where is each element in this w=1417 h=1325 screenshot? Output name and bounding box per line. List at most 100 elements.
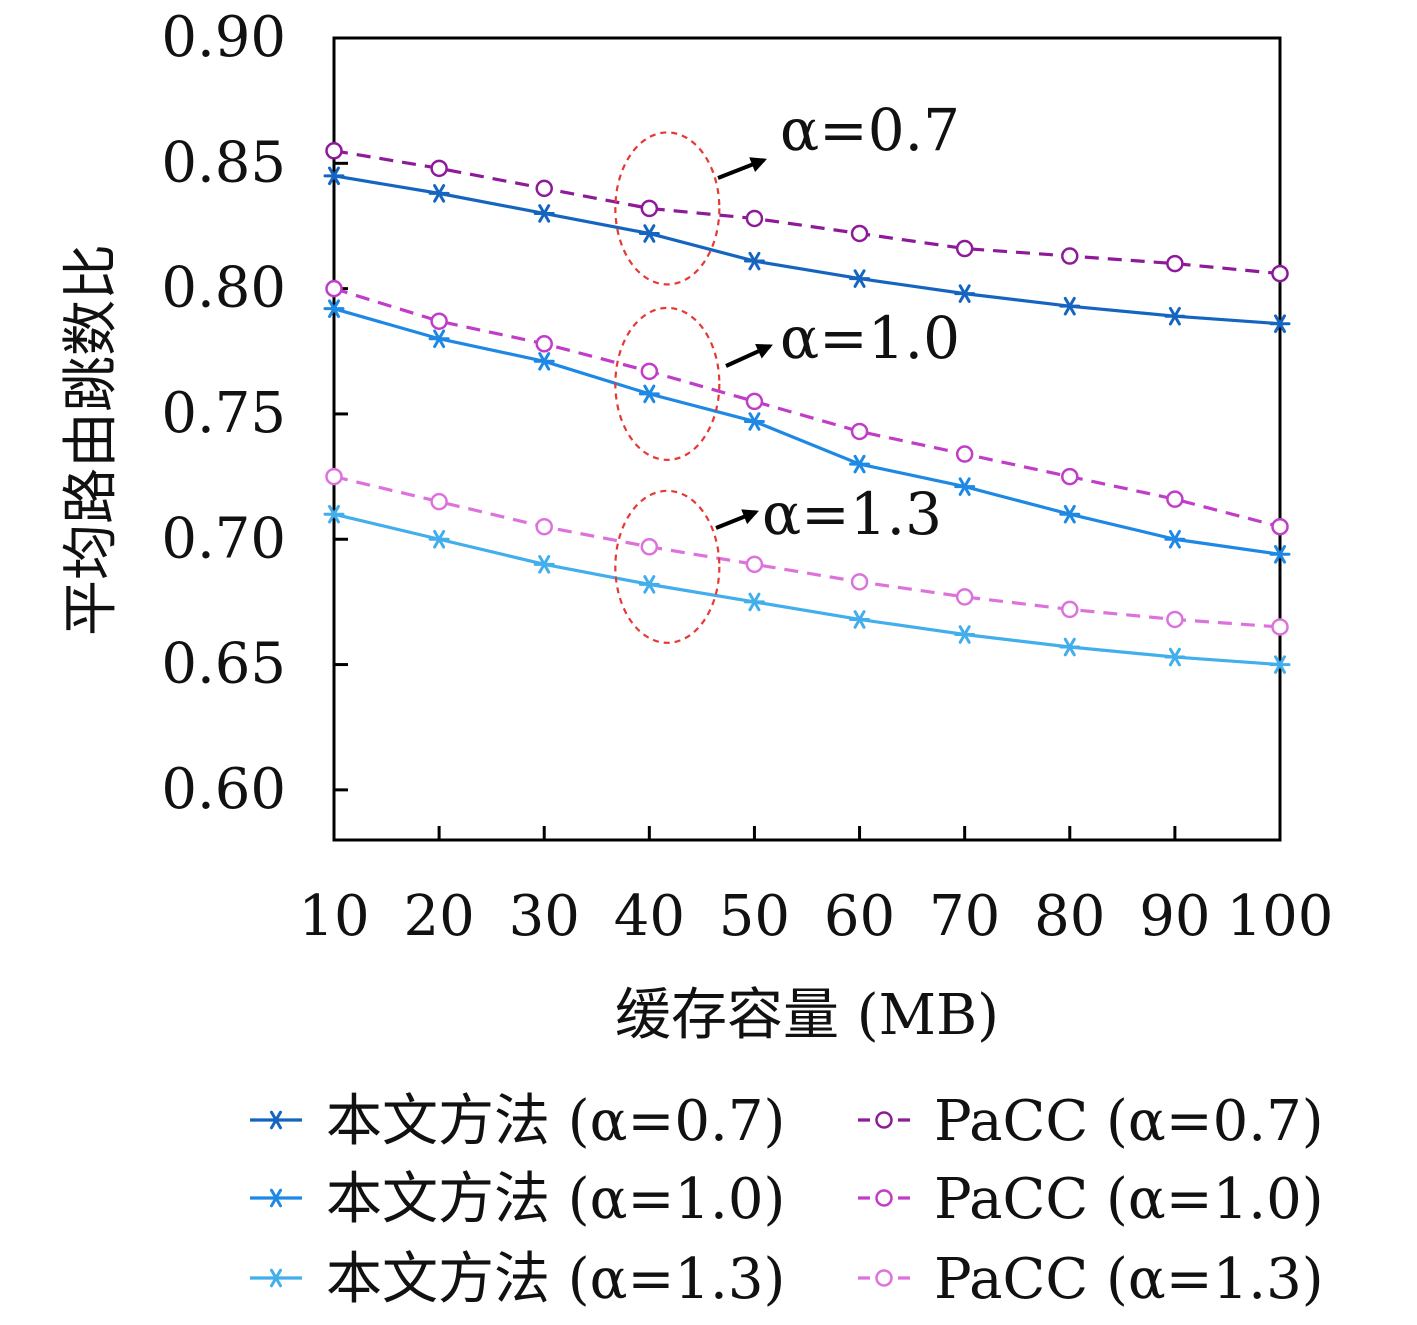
data-point [533,204,555,223]
legend-marker [265,1188,287,1208]
highlight-ellipse [614,131,721,286]
data-point [533,352,555,371]
legend-item: 本文方法 (α=0.7) [250,1089,785,1154]
data-point [1166,254,1184,273]
data-point [849,269,871,288]
x-tick-label: 50 [719,884,790,949]
legend: 本文方法 (α=0.7) 本文方法 (α=1.0) 本文方法 (α=1.3) PaCC… [250,1089,1324,1312]
data-point [640,538,659,556]
data-point [745,555,764,574]
y-tick-label: 0.70 [161,506,286,571]
x-tick-label: 20 [403,884,474,949]
legend-item: PaCC (α=1.3) [858,1247,1324,1312]
data-point [850,573,869,591]
data-point [638,384,660,404]
legend-marker [875,1111,893,1129]
highlight-ellipse [614,489,721,644]
data-point [745,392,764,411]
series-2 [323,504,1291,674]
y-tick-label: 0.60 [161,757,286,822]
data-point [954,284,976,303]
data-point [743,592,765,612]
data-point [428,529,450,549]
series-line [333,287,1281,529]
x-tick-label: 10 [298,884,369,949]
annotation-label: α=1.3 [762,480,942,548]
data-point [1059,637,1081,657]
data-point [428,329,450,349]
y-tick-label: 0.65 [161,632,286,697]
x-tick-label: 80 [1034,884,1105,949]
data-point [1061,247,1079,265]
x-tick-label: 30 [509,884,580,949]
data-point [323,166,345,186]
x-tick-label: 90 [1139,884,1210,949]
annotation-arrow [717,157,767,180]
data-point [1271,517,1289,536]
data-point [1166,490,1184,508]
legend-label: 本文方法 (α=1.0) [326,1167,785,1232]
y-tick-label: 0.90 [161,5,286,70]
series-line [333,174,1281,326]
series-line [333,307,1281,556]
y-tick-label: 0.85 [161,130,286,195]
annotation-label: α=1.0 [780,304,960,372]
data-point [849,454,871,474]
x-axis-title: 缓存容量 (MB) [615,983,999,1048]
series-line [333,512,1281,667]
highlight-ellipse [614,306,721,461]
data-point [1166,610,1184,629]
data-point [743,412,765,431]
data-point [325,279,343,298]
data-point [1164,529,1186,549]
data-point [323,299,345,318]
x-tick-label: 70 [929,884,1000,949]
data-point [533,555,555,574]
data-point [1271,264,1289,283]
data-point [430,312,448,330]
series-5 [325,467,1289,636]
y-axis-ticks: 0.90 0.85 0.80 0.75 0.70 0.65 0.60 [161,5,348,822]
annotation-group: α=0.7 α=1.0 α=1.3 [614,96,960,644]
series-line [333,475,1281,629]
legend-item: PaCC (α=1.0) [858,1167,1324,1232]
data-point [430,492,448,511]
data-point [323,504,345,524]
data-point [430,159,448,178]
series-0 [323,166,1291,334]
data-point [955,588,974,606]
data-point [955,445,974,463]
legend-label: PaCC (α=1.3) [934,1247,1324,1312]
y-tick-label: 0.80 [161,256,286,321]
data-point [954,625,976,644]
legend-marker [875,1189,893,1207]
data-point [535,517,553,536]
annotation-arrow [725,344,773,368]
data-point [850,422,869,441]
legend-item: 本文方法 (α=1.0) [250,1167,785,1232]
data-point [428,184,450,203]
legend-marker [875,1269,893,1287]
legend-label: 本文方法 (α=1.3) [326,1247,785,1312]
data-point [1061,600,1079,619]
series-1 [323,299,1291,564]
annotation-arrow [715,509,759,530]
x-tick-label: 100 [1227,884,1334,949]
data-point [745,209,764,228]
legend-label: 本文方法 (α=0.7) [326,1089,785,1154]
legend-item: PaCC (α=0.7) [858,1089,1324,1154]
series-group [323,142,1291,674]
x-tick-label: 40 [614,884,685,949]
annotation-label: α=0.7 [780,96,960,164]
data-point [535,179,553,198]
data-point [849,610,871,629]
legend-marker [265,1110,287,1130]
data-point [743,251,765,271]
data-point [1164,647,1186,667]
plot-frame [332,36,1282,842]
y-axis-title: 平均路由跳数比 [59,244,124,636]
data-point [1059,504,1081,524]
data-point [640,199,659,218]
data-point [325,142,343,160]
